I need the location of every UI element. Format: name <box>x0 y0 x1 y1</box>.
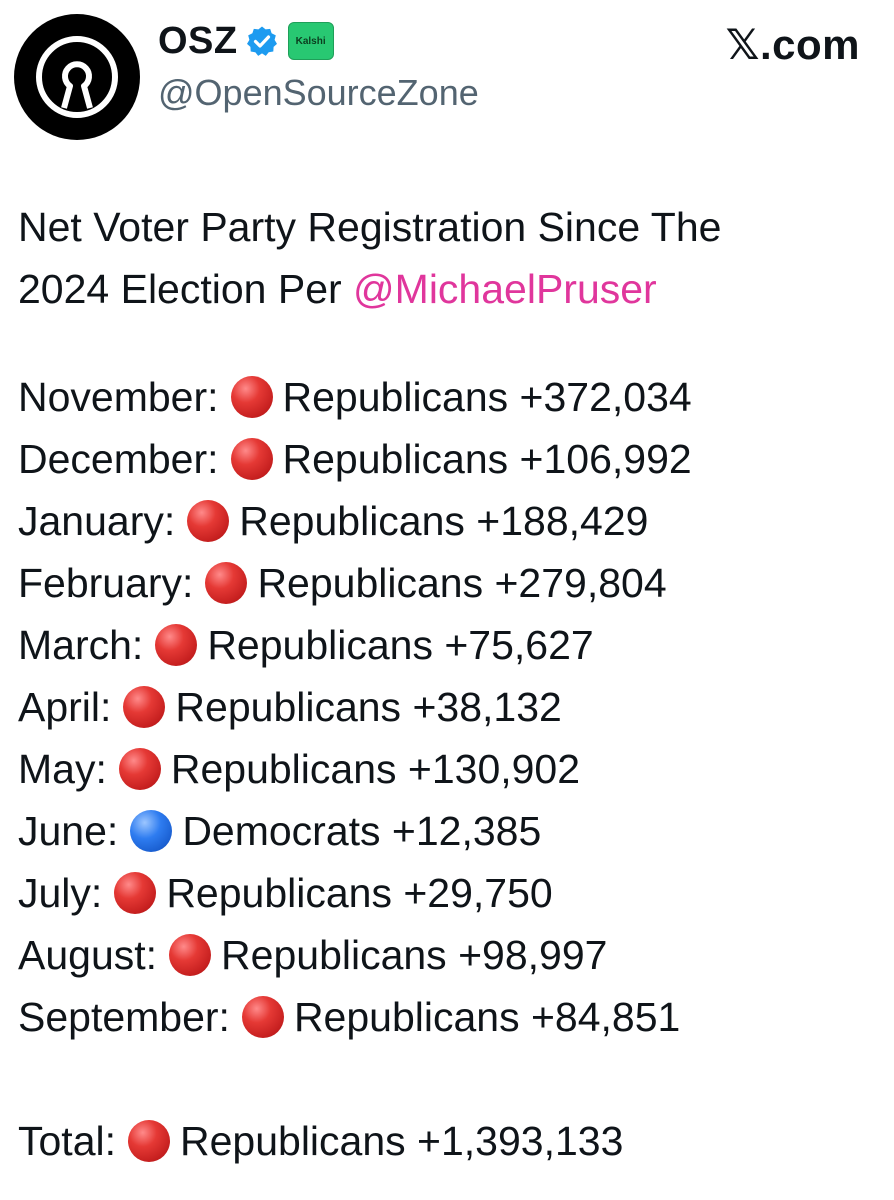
list-item: April: Republicans +38,132 <box>18 676 878 738</box>
party-change: Republicans +279,804 <box>257 560 667 606</box>
post-intro-line-1: Net Voter Party Registration Since The <box>18 204 722 250</box>
list-item: December: Republicans +106,992 <box>18 428 878 490</box>
list-item: August: Republicans +98,997 <box>18 924 878 986</box>
month-label: April: <box>18 684 112 730</box>
red-circle-icon <box>230 376 273 418</box>
red-circle-icon <box>123 686 166 728</box>
list-item: June: Democrats +12,385 <box>18 800 878 862</box>
list-item: November: Republicans +372,034 <box>18 366 878 428</box>
red-circle-icon <box>128 1120 170 1162</box>
party-change: Republicans +372,034 <box>282 374 692 420</box>
total-label: Total: <box>18 1118 116 1164</box>
red-circle-icon <box>114 872 157 914</box>
party-change: Republicans +75,627 <box>207 622 594 668</box>
month-label: May: <box>18 746 107 792</box>
post-intro-line-2: 2024 Election Per @MichaelPruser <box>18 258 878 320</box>
party-change: Republicans +98,997 <box>221 932 608 978</box>
site-label: 𝕏.com <box>725 21 860 68</box>
red-circle-icon <box>241 996 284 1038</box>
month-label: September: <box>18 994 230 1040</box>
list-item: May: Republicans +130,902 <box>18 738 878 800</box>
total-row: Total: Republicans +1,393,133 <box>18 1110 878 1172</box>
avatar[interactable] <box>14 14 140 140</box>
blue-circle-icon <box>130 810 173 852</box>
month-label: November: <box>18 374 219 420</box>
red-circle-icon <box>187 500 230 542</box>
open-source-logo-icon <box>36 36 118 118</box>
list-item: March: Republicans +75,627 <box>18 614 878 676</box>
party-change: Republicans +130,902 <box>170 746 581 792</box>
list-item: July: Republicans +29,750 <box>18 862 878 924</box>
party-change: Republicans +188,429 <box>239 498 649 544</box>
party-change: Republicans +38,132 <box>175 684 562 730</box>
name-row: OSZ Kalshi <box>158 18 334 64</box>
red-circle-icon <box>205 562 248 604</box>
post-intro-text: 2024 Election Per <box>18 266 354 312</box>
red-circle-icon <box>155 624 198 666</box>
mention-link[interactable]: @MichaelPruser <box>353 266 657 312</box>
month-label: August: <box>18 932 158 978</box>
affiliate-badge[interactable]: Kalshi <box>287 22 334 60</box>
user-handle[interactable]: @OpenSourceZone <box>158 72 479 113</box>
total-change: Republicans +1,393,133 <box>180 1118 624 1164</box>
red-circle-icon <box>118 748 161 790</box>
display-name[interactable]: OSZ <box>158 19 238 62</box>
verified-badge-icon <box>246 26 277 56</box>
party-change: Democrats +12,385 <box>182 808 542 854</box>
list-item: February: Republicans +279,804 <box>18 552 878 614</box>
month-label: June: <box>18 808 119 854</box>
month-label: January: <box>18 498 176 544</box>
registration-list: November: Republicans +372,034 December: R… <box>18 366 878 1048</box>
red-circle-icon <box>169 934 212 976</box>
party-change: Republicans +29,750 <box>166 870 553 916</box>
party-change: Republicans +106,992 <box>282 436 692 482</box>
party-change: Republicans +84,851 <box>293 994 681 1040</box>
list-item: September: Republicans +84,851 <box>18 986 878 1048</box>
month-label: December: <box>18 436 219 482</box>
month-label: July: <box>18 870 103 916</box>
month-label: March: <box>18 622 144 668</box>
list-item: January: Republicans +188,429 <box>18 490 878 552</box>
post-body: Net Voter Party Registration Since The 2… <box>18 196 878 1172</box>
post-header: OSZ Kalshi @OpenSourceZone 𝕏.com <box>0 0 894 140</box>
month-label: February: <box>18 560 194 606</box>
red-circle-icon <box>230 438 273 480</box>
